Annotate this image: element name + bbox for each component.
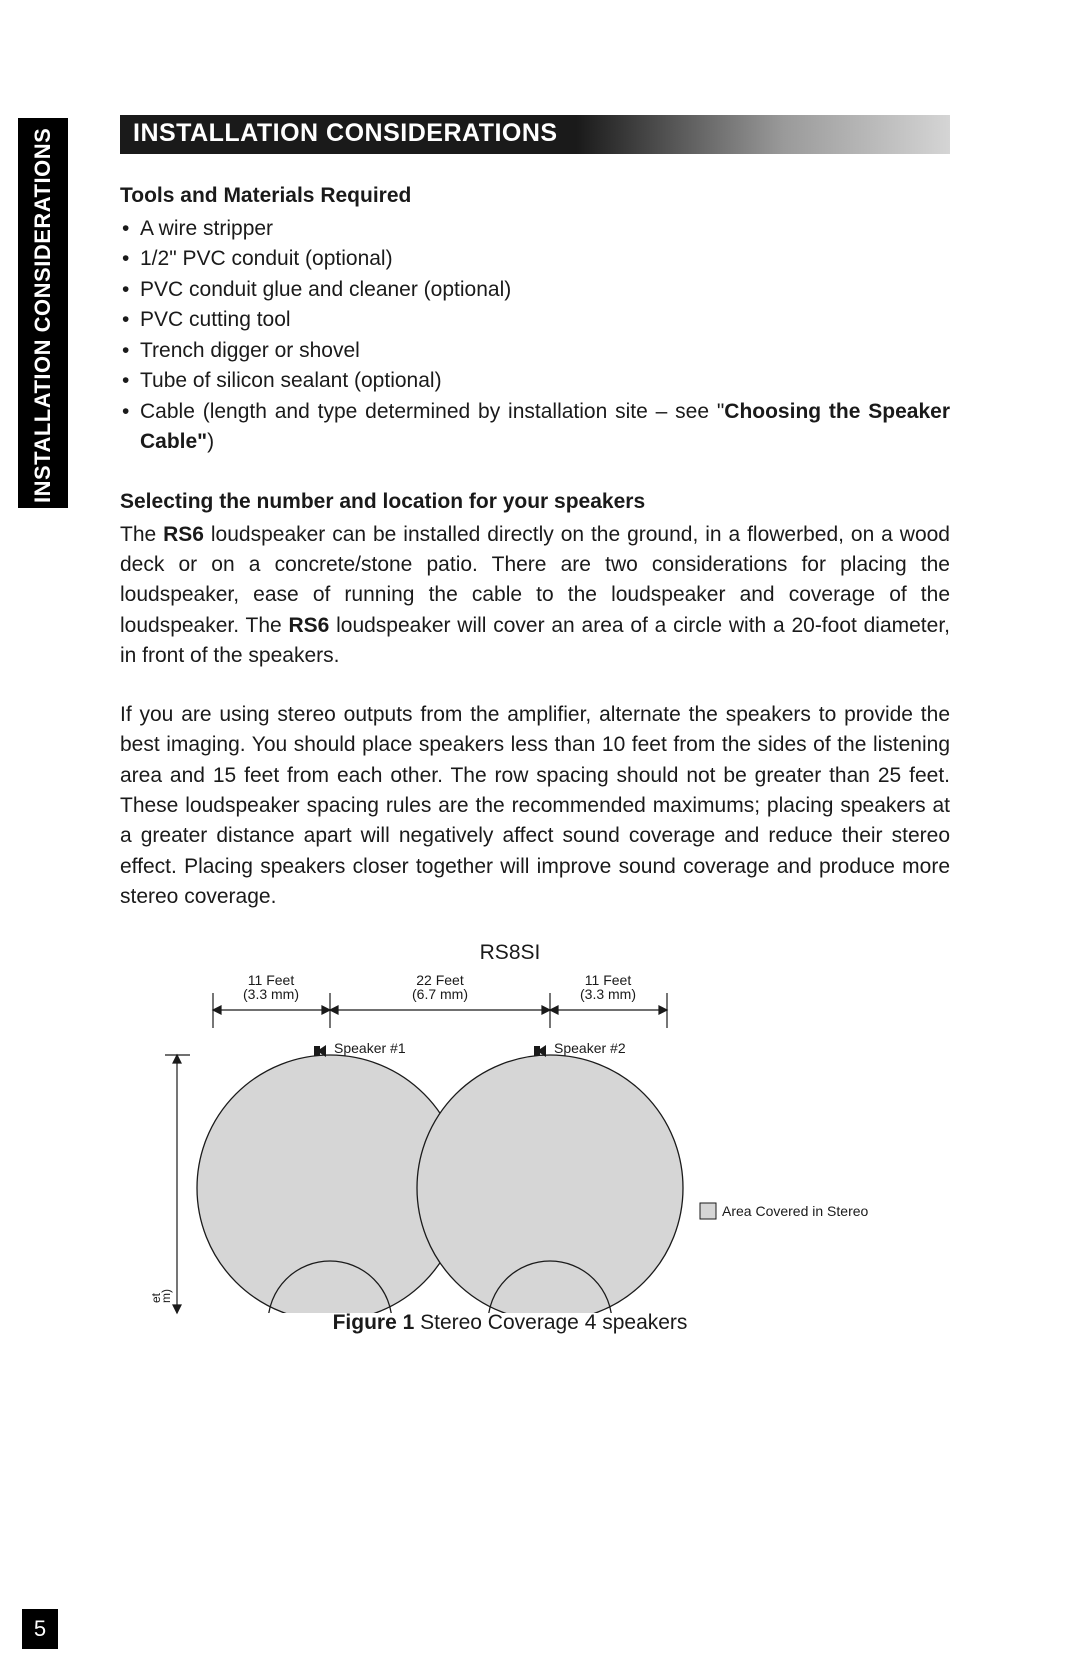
body-paragraph: If you are using stereo outputs from the… [120, 700, 950, 913]
page-number: 5 [22, 1609, 58, 1649]
figure-1: RS8SI [120, 941, 950, 1341]
dim-right-bot: (3.3 mm) [580, 986, 636, 1002]
dim-center-bot: (6.7 mm) [412, 986, 468, 1002]
figure-caption-text: Stereo Coverage 4 speakers [414, 1311, 687, 1334]
content-column: INSTALLATION CONSIDERATIONS Tools and Ma… [120, 115, 950, 1341]
tools-list: A wire stripper 1/2" PVC conduit (option… [120, 214, 950, 458]
list-item: Tube of silicon sealant (optional) [120, 366, 950, 396]
list-item: A wire stripper [120, 214, 950, 244]
figure-title: RS8SI [260, 941, 760, 965]
text-run: The [120, 523, 163, 546]
list-item: PVC conduit glue and cleaner (optional) [120, 275, 950, 305]
figure-caption: Figure 1 Stereo Coverage 4 speakers [120, 1311, 900, 1335]
list-item: Cable (length and type determined by ins… [120, 397, 950, 458]
tools-heading: Tools and Materials Required [120, 184, 950, 208]
text-bold: RS6 [288, 614, 329, 637]
figure-caption-bold: Figure 1 [333, 1311, 415, 1334]
legend-swatch [700, 1203, 716, 1219]
list-item-text: ) [207, 430, 214, 453]
section-header: INSTALLATION CONSIDERATIONS [120, 115, 950, 154]
speaker-2-label: Speaker #2 [554, 1040, 626, 1056]
speaker-1-label: Speaker #1 [334, 1040, 406, 1056]
side-label-bot: m) [159, 1289, 173, 1303]
manual-page: INSTALLATION CONSIDERATIONS INSTALLATION… [0, 0, 1080, 1669]
legend-label: Area Covered in Stereo [722, 1203, 869, 1219]
text-bold: RS6 [163, 523, 204, 546]
list-item-text: Cable (length and type determined by ins… [140, 400, 724, 423]
coverage-diagram: 11 Feet (3.3 mm) 22 Feet (6.7 mm) 11 Fee… [120, 973, 950, 1323]
list-item: Trench digger or shovel [120, 336, 950, 366]
list-item: 1/2" PVC conduit (optional) [120, 244, 950, 274]
dim-left-bot: (3.3 mm) [243, 986, 299, 1002]
body-paragraph: The RS6 loudspeaker can be installed dir… [120, 520, 950, 672]
side-tab: INSTALLATION CONSIDERATIONS [18, 118, 68, 508]
selecting-heading: Selecting the number and location for yo… [120, 490, 950, 514]
list-item: PVC cutting tool [120, 305, 950, 335]
